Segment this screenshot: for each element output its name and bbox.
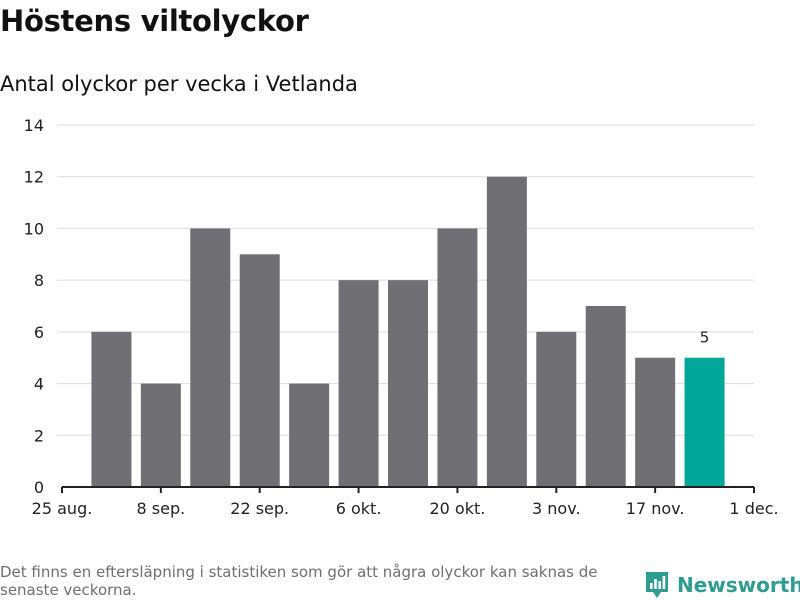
bar [585, 306, 626, 487]
bar [91, 331, 132, 487]
footnote: Det finns en eftersläpning i statistiken… [0, 563, 598, 599]
bar [635, 357, 676, 487]
chart-title: Höstens viltolyckor [0, 4, 309, 38]
y-tick-label: 14 [24, 116, 44, 135]
bar [338, 280, 379, 487]
bar [437, 228, 478, 487]
y-tick-label: 0 [34, 478, 44, 497]
bar [388, 280, 428, 487]
bar [190, 228, 231, 487]
y-tick-label: 2 [34, 426, 44, 445]
y-tick-label: 6 [34, 323, 44, 342]
x-tick-label: 8 sep. [137, 499, 186, 518]
bar [289, 383, 330, 487]
bar [486, 176, 527, 487]
y-tick-label: 12 [24, 168, 44, 187]
bar-highlight [684, 357, 725, 487]
bar [239, 254, 280, 487]
x-tick-label: 3 nov. [532, 499, 581, 518]
x-tick-label: 22 sep. [230, 499, 289, 518]
chart-subtitle: Antal olyckor per vecka i Vetlanda [0, 72, 358, 96]
y-tick-label: 10 [24, 219, 44, 238]
x-tick-label: 6 okt. [336, 499, 382, 518]
y-tick-label: 4 [34, 375, 44, 394]
bar [536, 331, 577, 487]
y-tick-label: 8 [34, 271, 44, 290]
brand-logo: Newsworthy [644, 570, 800, 600]
x-tick-label: 1 dec. [729, 499, 778, 518]
x-tick-label: 20 okt. [429, 499, 485, 518]
bar [140, 383, 181, 487]
data-label: 5 [700, 329, 710, 347]
newsworthy-logo-icon [646, 572, 668, 598]
brand-name: Newsworthy [677, 573, 800, 597]
x-tick-label: 25 aug. [32, 499, 93, 518]
x-tick-label: 17 nov. [626, 499, 685, 518]
